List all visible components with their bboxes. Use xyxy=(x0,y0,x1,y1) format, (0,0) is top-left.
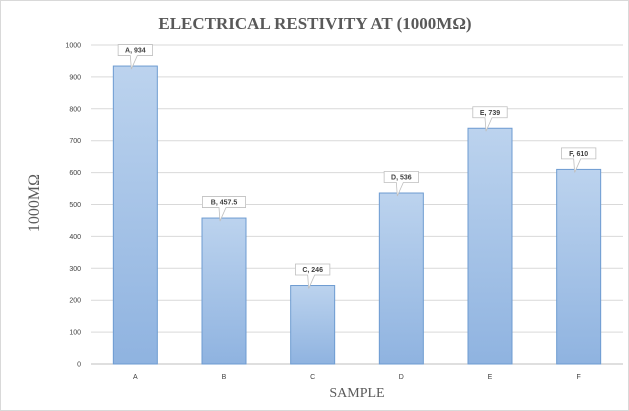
data-label-text: A, 934 xyxy=(125,48,146,55)
y-tick-label: 100 xyxy=(69,330,81,337)
x-tick-label: A xyxy=(133,374,138,381)
y-tick-label: 900 xyxy=(69,74,81,81)
callout-box xyxy=(202,196,246,222)
y-tick-label: 0 xyxy=(77,362,81,369)
y-tick-label: 600 xyxy=(69,170,81,177)
bar-c xyxy=(290,285,336,365)
data-label-b: B, 457.5 xyxy=(202,196,246,222)
y-tick-label: 300 xyxy=(69,266,81,273)
y-tick-label: 700 xyxy=(69,138,81,145)
bar-d xyxy=(378,192,424,365)
callout-box xyxy=(295,263,331,289)
data-labels: A, 934 B, 457.5 C, 246 D, 536 E, 739 F, 610 xyxy=(117,44,597,289)
x-axis-ticks: A B C D E F xyxy=(133,374,581,381)
gridlines xyxy=(91,44,623,365)
y-axis-ticks: 0 100 200 300 400 500 600 700 800 900 1000 xyxy=(65,43,81,369)
x-tick-label: F xyxy=(577,374,581,381)
callout-box xyxy=(383,171,419,197)
data-label-c: C, 246 xyxy=(295,263,331,289)
callout-box xyxy=(561,147,597,173)
bar-b xyxy=(201,217,247,365)
x-tick-label: B xyxy=(222,374,227,381)
data-label-e: E, 739 xyxy=(472,106,508,132)
x-tick-label: C xyxy=(310,374,315,381)
y-tick-label: 400 xyxy=(69,234,81,241)
bar-e xyxy=(467,127,513,365)
data-label-text: E, 739 xyxy=(480,110,500,117)
x-axis-title: SAMPLE xyxy=(329,386,384,401)
y-tick-label: 500 xyxy=(69,202,81,209)
data-label-text: B, 457.5 xyxy=(211,200,238,207)
bar-f xyxy=(556,168,602,365)
y-tick-label: 800 xyxy=(69,106,81,113)
y-tick-label: 1000 xyxy=(65,43,81,50)
data-label-text: F, 610 xyxy=(569,151,588,158)
bars xyxy=(112,65,602,365)
bar-a xyxy=(112,65,158,365)
x-tick-label: E xyxy=(488,374,493,381)
data-label-text: D, 536 xyxy=(391,175,412,182)
data-label-a: A, 934 xyxy=(117,44,153,70)
data-label-d: D, 536 xyxy=(383,171,419,197)
chart-title: ELECTRICAL RESTIVITY AT (1000MΩ) xyxy=(158,14,471,33)
callout-box xyxy=(472,106,508,132)
data-label-text: C, 246 xyxy=(302,267,323,274)
data-label-f: F, 610 xyxy=(561,147,597,173)
callout-box xyxy=(117,44,153,70)
y-axis-title: 1000MΩ xyxy=(26,174,43,232)
y-tick-label: 200 xyxy=(69,298,81,305)
x-tick-label: D xyxy=(399,374,404,381)
